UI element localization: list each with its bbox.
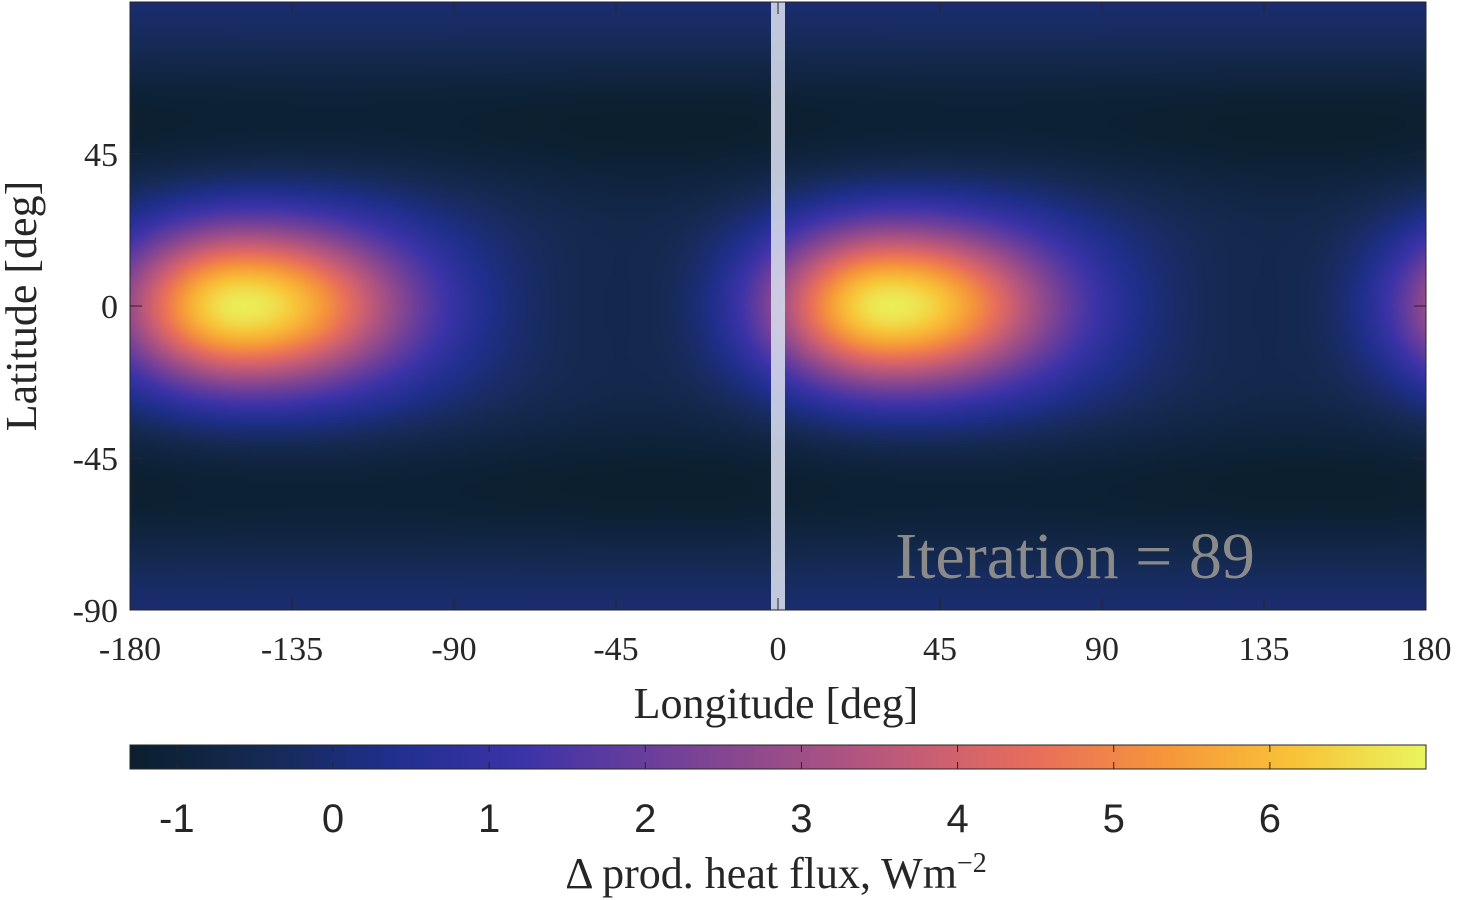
colorbar-tick-label: 4 — [946, 797, 968, 841]
x-tick-label: -135 — [261, 631, 323, 668]
colorbar — [129, 744, 1427, 770]
x-tick-label: -90 — [431, 631, 476, 668]
y-axis-ticks: -90 -45 0 45 — [73, 137, 1426, 630]
x-tick-label: 45 — [923, 631, 957, 668]
colorbar-tick-label: 2 — [634, 797, 656, 841]
iteration-annotation: Iteration = 89 — [895, 520, 1255, 593]
x-tick-label: 0 — [770, 631, 787, 668]
y-tick-label: -45 — [73, 441, 118, 478]
x-tick-label: -180 — [99, 631, 161, 668]
x-tick-label: 135 — [1239, 631, 1290, 668]
y-tick-label: 45 — [84, 137, 118, 174]
x-tick-label: 90 — [1085, 631, 1119, 668]
colorbar-label: Δ prod. heat flux, Wm−2 — [565, 848, 986, 898]
colorbar-tick-label: 6 — [1259, 797, 1281, 841]
heatmap — [130, 2, 1426, 610]
y-axis-label: Latitude [deg] — [0, 181, 46, 431]
colorbar-label-exponent: −2 — [957, 848, 987, 879]
colorbar-tick-label: 0 — [322, 797, 344, 841]
x-tick-label: -45 — [593, 631, 638, 668]
colorbar-tick-label: -1 — [159, 797, 195, 841]
y-tick-label: 0 — [101, 289, 118, 326]
colorbar-tick-label: 1 — [478, 797, 500, 841]
longitude-marker-line — [771, 2, 785, 610]
x-axis-label: Longitude [deg] — [634, 679, 919, 728]
colorbar-label-text: Δ prod. heat flux, Wm — [565, 849, 957, 898]
colorbar-ticks: -1 0 1 2 3 4 5 6 — [159, 745, 1281, 841]
colorbar-tick-label: 5 — [1103, 797, 1125, 841]
x-tick-label: 180 — [1401, 631, 1452, 668]
colorbar-tick-label: 3 — [790, 797, 812, 841]
x-axis-ticks: -180 -135 -90 -45 0 45 90 135 180 — [99, 2, 1452, 668]
y-tick-label: -90 — [73, 593, 118, 630]
